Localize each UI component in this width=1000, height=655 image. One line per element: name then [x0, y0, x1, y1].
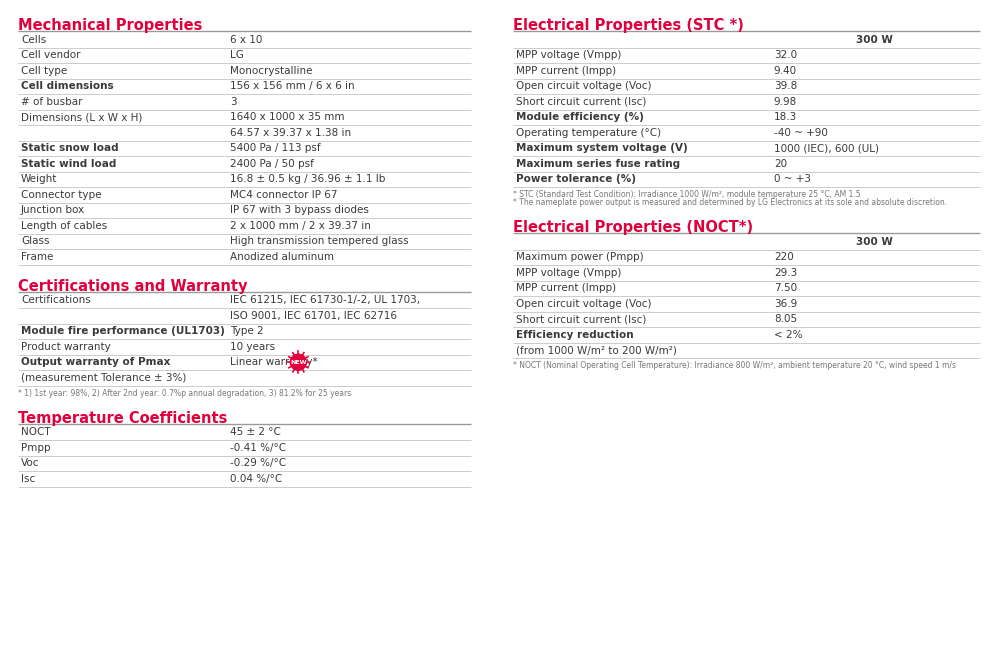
Text: 20: 20 — [774, 159, 787, 169]
Text: 5400 Pa / 113 psf: 5400 Pa / 113 psf — [230, 143, 321, 153]
Text: Dimensions (L x W x H): Dimensions (L x W x H) — [21, 112, 142, 122]
Text: Certifications: Certifications — [21, 295, 91, 305]
Text: Isc: Isc — [21, 474, 35, 484]
Text: Electrical Properties (STC *): Electrical Properties (STC *) — [513, 18, 744, 33]
Text: 9.40: 9.40 — [774, 66, 797, 76]
Text: (from 1000 W/m² to 200 W/m²): (from 1000 W/m² to 200 W/m²) — [516, 345, 677, 355]
Text: 300 W: 300 W — [856, 236, 893, 247]
Text: Anodized aluminum: Anodized aluminum — [230, 252, 334, 262]
Text: Module fire performance (UL1703): Module fire performance (UL1703) — [21, 326, 225, 336]
Text: MPP current (Impp): MPP current (Impp) — [516, 66, 616, 76]
Text: 32.0: 32.0 — [774, 50, 797, 60]
Text: -0.41 %/°C: -0.41 %/°C — [230, 443, 287, 453]
Text: 0.04 %/°C: 0.04 %/°C — [230, 474, 283, 484]
Text: Glass: Glass — [21, 236, 50, 246]
Text: * 1) 1st year: 98%, 2) After 2nd year: 0.7%p annual degradation, 3) 81.2% for 25: * 1) 1st year: 98%, 2) After 2nd year: 0… — [18, 388, 351, 398]
Text: Connector type: Connector type — [21, 190, 102, 200]
Text: 9.98: 9.98 — [774, 97, 797, 107]
Text: 156 x 156 mm / 6 x 6 in: 156 x 156 mm / 6 x 6 in — [230, 81, 355, 91]
Text: Length of cables: Length of cables — [21, 221, 107, 231]
Text: 10 years: 10 years — [230, 342, 276, 352]
Text: Maximum series fuse rating: Maximum series fuse rating — [516, 159, 680, 169]
Text: 18.3: 18.3 — [774, 112, 797, 122]
Text: 220: 220 — [774, 252, 794, 262]
Text: Product warranty: Product warranty — [21, 342, 111, 352]
Text: # of busbar: # of busbar — [21, 97, 82, 107]
Text: MPP voltage (Vmpp): MPP voltage (Vmpp) — [516, 268, 621, 278]
Text: IP 67 with 3 bypass diodes: IP 67 with 3 bypass diodes — [230, 205, 369, 215]
Text: Cells: Cells — [21, 35, 46, 45]
Text: < 2%: < 2% — [774, 329, 802, 340]
Text: MPP voltage (Vmpp): MPP voltage (Vmpp) — [516, 50, 621, 60]
Text: MPP current (Impp): MPP current (Impp) — [516, 283, 616, 293]
Text: Certifications and Warranty: Certifications and Warranty — [18, 278, 248, 293]
Text: 29.3: 29.3 — [774, 268, 797, 278]
Text: NEW: NEW — [290, 360, 307, 365]
Text: Static snow load: Static snow load — [21, 143, 119, 153]
Text: High transmission tempered glass: High transmission tempered glass — [230, 236, 409, 246]
Text: Pmpp: Pmpp — [21, 443, 51, 453]
Text: Type 2: Type 2 — [230, 326, 264, 336]
Text: Weight: Weight — [21, 174, 57, 184]
Text: LG: LG — [230, 50, 244, 60]
Text: (measurement Tolerance ± 3%): (measurement Tolerance ± 3%) — [21, 373, 186, 383]
Text: 1000 (IEC), 600 (UL): 1000 (IEC), 600 (UL) — [774, 143, 879, 153]
Text: MC4 connector IP 67: MC4 connector IP 67 — [230, 190, 338, 200]
Text: Linear warranty*: Linear warranty* — [230, 357, 318, 367]
Text: Short circuit current (Isc): Short circuit current (Isc) — [516, 314, 646, 324]
Text: Voc: Voc — [21, 458, 40, 468]
Text: Cell vendor: Cell vendor — [21, 50, 80, 60]
Text: Open circuit voltage (Voc): Open circuit voltage (Voc) — [516, 299, 652, 309]
Text: Temperature Coefficients: Temperature Coefficients — [18, 411, 227, 426]
Text: Module efficiency (%): Module efficiency (%) — [516, 112, 644, 122]
Circle shape — [290, 354, 306, 370]
Text: Maximum system voltage (V): Maximum system voltage (V) — [516, 143, 688, 153]
Text: 2 x 1000 mm / 2 x 39.37 in: 2 x 1000 mm / 2 x 39.37 in — [230, 221, 371, 231]
Text: Open circuit voltage (Voc): Open circuit voltage (Voc) — [516, 81, 652, 91]
Text: 1640 x 1000 x 35 mm: 1640 x 1000 x 35 mm — [230, 112, 345, 122]
Text: Maximum power (Pmpp): Maximum power (Pmpp) — [516, 252, 644, 262]
Text: Electrical Properties (NOCT*): Electrical Properties (NOCT*) — [513, 220, 753, 235]
Text: 16.8 ± 0.5 kg / 36.96 ± 1.1 lb: 16.8 ± 0.5 kg / 36.96 ± 1.1 lb — [230, 174, 386, 184]
Text: Operating temperature (°C): Operating temperature (°C) — [516, 128, 661, 138]
Text: Cell dimensions: Cell dimensions — [21, 81, 114, 91]
Text: 2400 Pa / 50 psf: 2400 Pa / 50 psf — [230, 159, 314, 169]
Text: Junction box: Junction box — [21, 205, 85, 215]
Text: -40 ~ +90: -40 ~ +90 — [774, 128, 828, 138]
Text: 64.57 x 39.37 x 1.38 in: 64.57 x 39.37 x 1.38 in — [230, 128, 352, 138]
Text: Frame: Frame — [21, 252, 53, 262]
Text: * The nameplate power output is measured and determined by LG Electronics at its: * The nameplate power output is measured… — [513, 198, 947, 207]
Text: 300 W: 300 W — [856, 35, 893, 45]
Text: ISO 9001, IEC 61701, IEC 62716: ISO 9001, IEC 61701, IEC 62716 — [230, 310, 397, 321]
Text: IEC 61215, IEC 61730-1/-2, UL 1703,: IEC 61215, IEC 61730-1/-2, UL 1703, — [230, 295, 421, 305]
Text: 39.8: 39.8 — [774, 81, 797, 91]
Text: Output warranty of Pmax: Output warranty of Pmax — [21, 357, 170, 367]
Text: Monocrystalline: Monocrystalline — [230, 66, 313, 76]
Text: Mechanical Properties: Mechanical Properties — [18, 18, 202, 33]
Text: 7.50: 7.50 — [774, 283, 797, 293]
Text: Cell type: Cell type — [21, 66, 67, 76]
Text: -0.29 %/°C: -0.29 %/°C — [230, 458, 287, 468]
Text: 45 ± 2 °C: 45 ± 2 °C — [230, 427, 281, 438]
Text: * NOCT (Nominal Operating Cell Temperature): Irradiance 800 W/m², ambient temper: * NOCT (Nominal Operating Cell Temperatu… — [513, 361, 956, 370]
Text: Efficiency reduction: Efficiency reduction — [516, 329, 634, 340]
Text: 8.05: 8.05 — [774, 314, 797, 324]
Text: 36.9: 36.9 — [774, 299, 797, 309]
Text: 3: 3 — [230, 97, 237, 107]
Text: 0 ~ +3: 0 ~ +3 — [774, 174, 811, 184]
Text: * STC (Standard Test Condition): Irradiance 1000 W/m², module temperature 25 °C,: * STC (Standard Test Condition): Irradia… — [513, 190, 861, 199]
Text: 6 x 10: 6 x 10 — [230, 35, 263, 45]
Text: NOCT: NOCT — [21, 427, 51, 438]
Text: Power tolerance (%): Power tolerance (%) — [516, 174, 636, 184]
Text: Static wind load: Static wind load — [21, 159, 116, 169]
Text: Short circuit current (Isc): Short circuit current (Isc) — [516, 97, 646, 107]
